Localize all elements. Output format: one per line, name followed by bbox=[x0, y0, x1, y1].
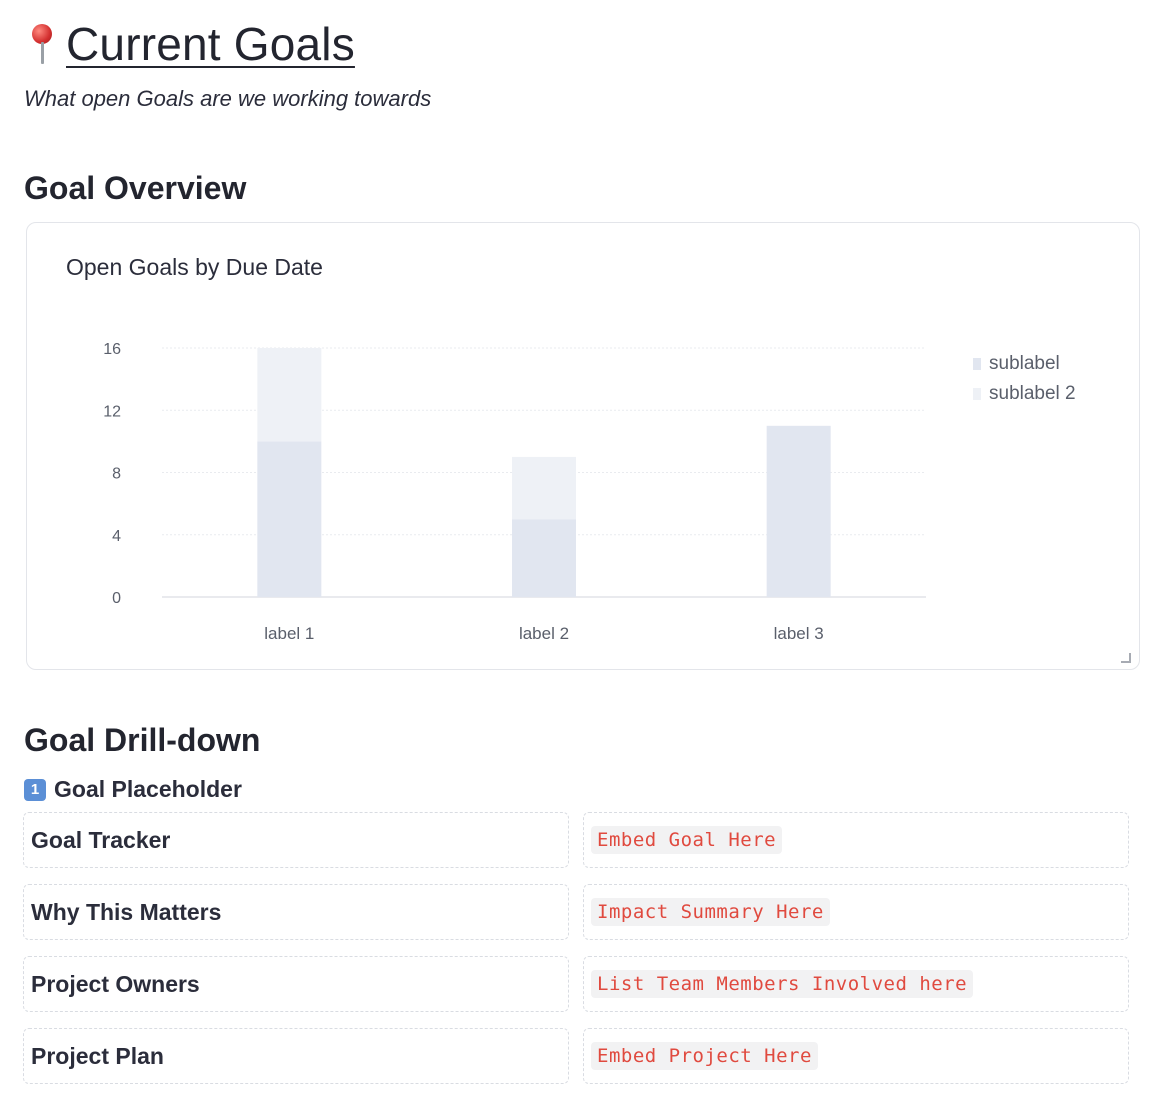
resize-handle-icon[interactable] bbox=[1121, 653, 1131, 663]
legend-label: sublabel 2 bbox=[989, 383, 1076, 404]
bar-chart: 0 4 8 12 16 label 1 label 2 label 3 bbox=[103, 341, 926, 643]
page-title: Current Goals bbox=[24, 16, 355, 72]
row-label: Why This Matters bbox=[31, 898, 222, 925]
chart-legend: sublabel sublabel 2 bbox=[973, 349, 1076, 409]
x-tick-label: label 2 bbox=[519, 624, 569, 643]
goal-placeholder-label: Goal Placeholder bbox=[54, 776, 242, 802]
project-plan-value-cell[interactable]: Embed Project Here bbox=[583, 1028, 1129, 1084]
y-tick-label: 4 bbox=[112, 528, 121, 545]
keycap-one-icon: 1 bbox=[24, 778, 46, 801]
y-tick-label: 16 bbox=[103, 341, 121, 358]
page-title-text: Current Goals bbox=[66, 18, 355, 70]
legend-item-sublabel[interactable]: sublabel bbox=[973, 349, 1076, 379]
inline-code: Embed Goal Here bbox=[591, 826, 783, 854]
project-owners-label-cell: Project Owners bbox=[23, 956, 569, 1012]
goal-tracker-value-cell[interactable]: Embed Goal Here bbox=[583, 812, 1129, 868]
legend-label: sublabel bbox=[989, 353, 1060, 374]
y-tick-label: 12 bbox=[103, 403, 121, 420]
legend-swatch-icon bbox=[973, 358, 981, 370]
goal-placeholder-heading: 1 Goal Placeholder bbox=[24, 776, 242, 803]
bar-sublabel[interactable] bbox=[512, 519, 576, 597]
row-label: Project Owners bbox=[31, 970, 200, 997]
goal-overview-heading: Goal Overview bbox=[24, 170, 247, 206]
bar-sublabel[interactable] bbox=[766, 425, 831, 597]
page-subtitle: What open Goals are we working towards bbox=[24, 86, 432, 111]
row-label: Project Plan bbox=[31, 1042, 164, 1069]
y-tick-label: 8 bbox=[112, 466, 121, 483]
x-tick-label: label 3 bbox=[774, 624, 824, 643]
goal-tracker-label-cell: Goal Tracker bbox=[23, 812, 569, 868]
legend-swatch-icon bbox=[973, 388, 981, 400]
goal-drilldown-heading: Goal Drill-down bbox=[24, 722, 261, 758]
chart-title: Open Goals by Due Date bbox=[66, 254, 323, 280]
legend-item-sublabel-2[interactable]: sublabel 2 bbox=[973, 379, 1076, 409]
bar-sublabel[interactable] bbox=[257, 441, 322, 597]
bar-sublabel-2[interactable] bbox=[257, 348, 322, 442]
x-tick-label: label 1 bbox=[264, 624, 314, 643]
inline-code: Embed Project Here bbox=[591, 1042, 818, 1070]
project-owners-value-cell[interactable]: List Team Members Involved here bbox=[583, 956, 1129, 1012]
round-pushpin-icon bbox=[24, 16, 60, 72]
y-tick-label: 0 bbox=[112, 590, 121, 607]
why-this-matters-label-cell: Why This Matters bbox=[23, 884, 569, 940]
inline-code: Impact Summary Here bbox=[591, 898, 830, 926]
bar-sublabel-2[interactable] bbox=[512, 456, 576, 520]
project-plan-label-cell: Project Plan bbox=[23, 1028, 569, 1084]
chart-card[interactable]: Open Goals by Due Date 0 4 8 12 16 label 1 lab… bbox=[26, 222, 1140, 670]
row-label: Goal Tracker bbox=[31, 826, 171, 853]
why-this-matters-value-cell[interactable]: Impact Summary Here bbox=[583, 884, 1129, 940]
inline-code: List Team Members Involved here bbox=[591, 970, 974, 998]
